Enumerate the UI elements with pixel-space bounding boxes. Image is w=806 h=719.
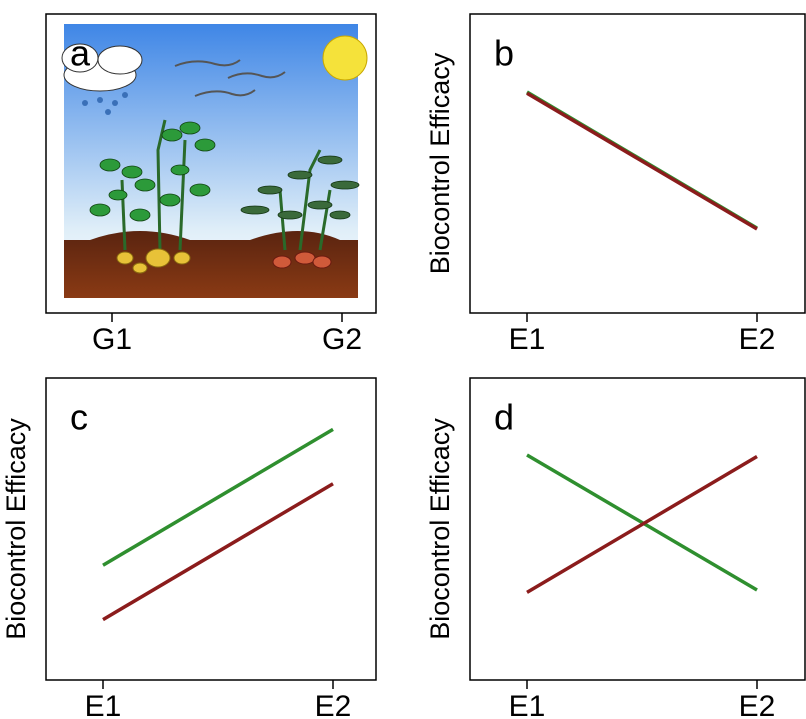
panel-label: a: [70, 33, 91, 74]
x-tick-label: E2: [315, 690, 352, 719]
x-tick-label: G1: [92, 323, 132, 356]
x-tick-label: E1: [509, 323, 546, 356]
panel-label: c: [70, 397, 88, 438]
line: [102, 482, 334, 622]
panel-frame: [45, 377, 377, 681]
line: [526, 91, 758, 231]
x-tick-label: E1: [509, 690, 546, 719]
y-axis-label: Biocontrol Efficacy: [425, 52, 455, 274]
x-tick-label: E2: [739, 323, 776, 356]
illustration: [61, 24, 368, 298]
line: [526, 455, 758, 594]
x-tick-label: E1: [85, 690, 122, 719]
y-axis-label: Biocontrol Efficacy: [1, 418, 31, 640]
panel-frame: [469, 377, 806, 681]
y-axis-label: Biocontrol Efficacy: [425, 418, 455, 640]
panel-label: b: [494, 33, 514, 74]
x-tick-label: E2: [739, 690, 776, 719]
panel-label: d: [494, 397, 514, 438]
panel-frame: [45, 13, 377, 314]
panel-frame: [469, 13, 806, 314]
x-tick-label: G2: [322, 323, 362, 356]
line: [102, 427, 334, 567]
